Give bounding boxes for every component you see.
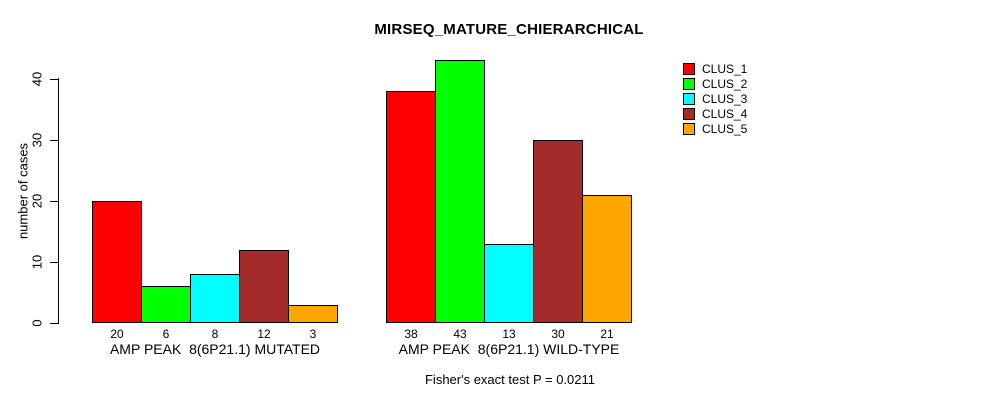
legend-item: CLUS_3 (683, 91, 747, 106)
legend-label: CLUS_4 (702, 106, 748, 121)
y-tick-label: 40 (29, 71, 45, 87)
legend-swatch (683, 107, 695, 120)
bar-value-label: 43 (453, 327, 467, 341)
bar-value-label: 21 (600, 327, 614, 341)
bar-value-label: 6 (162, 327, 170, 341)
bar-value-label: 13 (502, 327, 516, 341)
bar-value-label: 12 (257, 327, 271, 341)
y-axis-label: number of cases (15, 142, 31, 240)
legend-swatch (683, 122, 695, 135)
legend-label: CLUS_3 (702, 91, 748, 106)
legend-item: CLUS_1 (683, 61, 747, 76)
bar-clus_3-group1 (190, 274, 240, 323)
group-label: AMP PEAK 8(6P21.1) WILD-TYPE (398, 341, 620, 357)
bar-clus_5-group1 (288, 305, 338, 323)
chart-title: MIRSEQ_MATURE_CHIERARCHICAL (374, 21, 644, 38)
bar-value-label: 8 (211, 327, 219, 341)
legend-label: CLUS_5 (702, 121, 748, 136)
bar-clus_2-group1 (141, 286, 191, 323)
bar-clus_3-group2 (484, 244, 534, 323)
legend-swatch (683, 62, 695, 75)
y-tick-label: 20 (29, 193, 45, 209)
y-tick-label: 0 (29, 319, 45, 327)
bar-clus_5-group2 (582, 195, 632, 323)
legend-label: CLUS_2 (702, 76, 748, 91)
y-tick-mark (50, 323, 58, 324)
legend: CLUS_1 CLUS_2 CLUS_3 CLUS_4 CLUS_5 (683, 61, 747, 136)
legend-item: CLUS_4 (683, 106, 747, 121)
y-tick-mark (50, 79, 58, 80)
bar-clus_2-group2 (435, 60, 485, 323)
y-axis-line (58, 78, 59, 324)
bar-value-label: 38 (404, 327, 418, 341)
y-tick-label: 30 (29, 132, 45, 148)
y-tick-mark (50, 262, 58, 263)
legend-swatch (683, 77, 695, 90)
legend-item: CLUS_5 (683, 121, 747, 136)
y-tick-mark (50, 140, 58, 141)
y-tick-mark (50, 201, 58, 202)
legend-item: CLUS_2 (683, 76, 747, 91)
y-tick-label: 10 (29, 254, 45, 270)
bar-clus_1-group1 (92, 201, 142, 323)
bar-value-label: 30 (551, 327, 565, 341)
bar-value-label: 3 (309, 327, 317, 341)
group-label: AMP PEAK 8(6P21.1) MUTATED (109, 341, 321, 357)
bar-clus_1-group2 (386, 91, 436, 323)
annotation-text: Fisher's exact test P = 0.0211 (424, 372, 595, 387)
bar-clus_4-group2 (533, 140, 583, 323)
legend-swatch (683, 92, 695, 105)
bar-value-label: 20 (110, 327, 124, 341)
legend-label: CLUS_1 (702, 61, 748, 76)
bar-clus_4-group1 (239, 250, 289, 323)
